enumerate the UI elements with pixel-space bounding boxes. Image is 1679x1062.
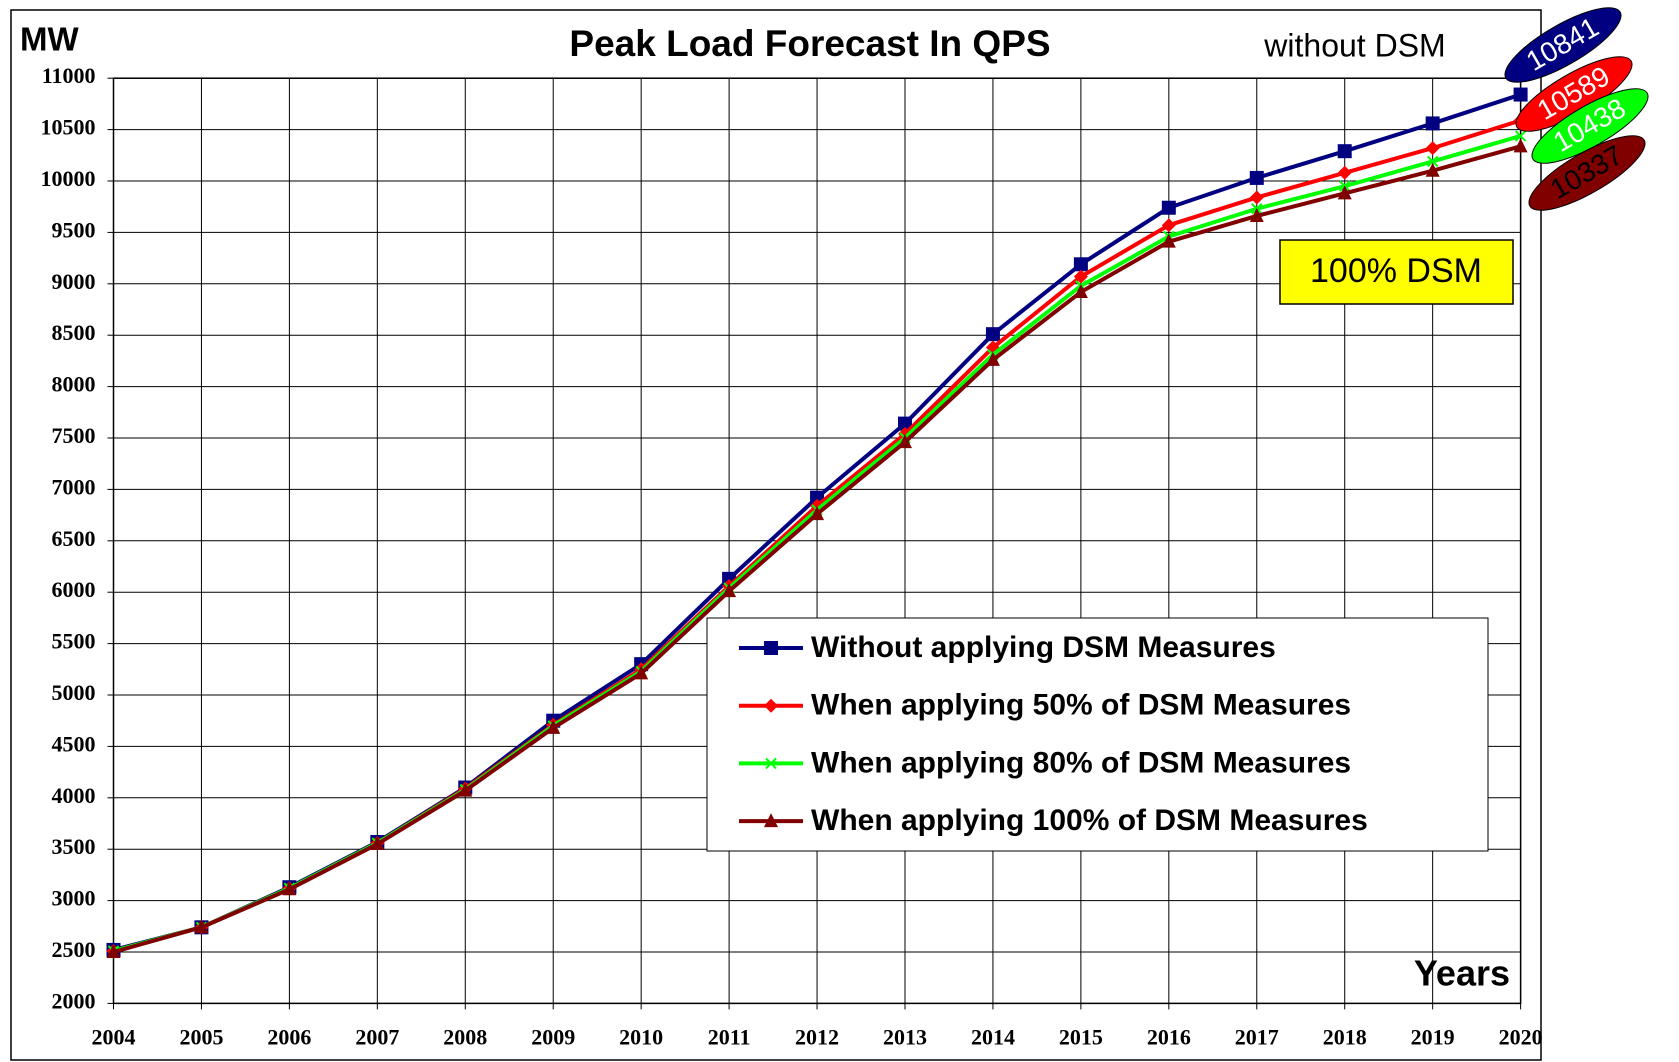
marker bbox=[1249, 207, 1264, 222]
marker bbox=[1513, 87, 1528, 102]
y-tick-label: 6500 bbox=[52, 526, 96, 551]
y-tick-label: 2500 bbox=[52, 937, 96, 962]
x-tick-label: 2004 bbox=[92, 1024, 136, 1049]
legend-box bbox=[706, 617, 1489, 852]
y-tick-label: 9500 bbox=[52, 217, 96, 242]
marker bbox=[897, 416, 912, 431]
data-label-bg bbox=[1531, 88, 1649, 164]
x-tick-label: 2010 bbox=[619, 1024, 663, 1049]
marker bbox=[194, 919, 209, 934]
y-tick-label: 8500 bbox=[52, 320, 96, 345]
y-tick-label: 9000 bbox=[52, 269, 96, 294]
marker bbox=[1425, 141, 1440, 156]
x-tick-label: 2012 bbox=[795, 1024, 839, 1049]
marker bbox=[370, 836, 385, 851]
marker bbox=[1249, 190, 1264, 205]
marker bbox=[1337, 185, 1352, 200]
marker bbox=[634, 665, 649, 680]
marker bbox=[765, 757, 777, 770]
x-tick-label: 2007 bbox=[355, 1024, 399, 1049]
marker bbox=[1073, 257, 1088, 272]
marker bbox=[810, 506, 825, 521]
y-tick-label: 2000 bbox=[52, 988, 96, 1013]
y-tick-label: 10500 bbox=[41, 115, 96, 140]
marker bbox=[1161, 233, 1176, 248]
marker bbox=[1161, 218, 1176, 233]
y-tick-label: 4500 bbox=[52, 731, 96, 756]
x-tick-label: 2005 bbox=[179, 1024, 223, 1049]
marker bbox=[1337, 165, 1352, 180]
y-tick-label: 6000 bbox=[52, 577, 96, 602]
y-tick-label: 10000 bbox=[41, 166, 96, 191]
legend-label: When applying 80% of DSM Measures bbox=[811, 746, 1351, 779]
marker bbox=[1513, 138, 1528, 153]
x-tick-label: 2017 bbox=[1235, 1024, 1279, 1049]
legend-label: Without applying DSM Measures bbox=[811, 631, 1276, 664]
marker bbox=[764, 813, 778, 828]
annotation: without DSM bbox=[1263, 27, 1445, 63]
plot: 2000 2500 3000 3500 4000 4500 5000 5500 6000 6500… bbox=[41, 63, 1543, 1049]
annotation: 100% DSM bbox=[1310, 252, 1482, 290]
x-tick-label: 2020 bbox=[1499, 1024, 1543, 1049]
legend: Without applying DSM Measures When applyi… bbox=[706, 617, 1489, 852]
marker bbox=[546, 719, 561, 734]
y-axis-label: MW bbox=[20, 21, 79, 58]
marker bbox=[106, 944, 121, 958]
x-tick-label: 2006 bbox=[267, 1024, 311, 1049]
x-tick-label: 2011 bbox=[708, 1024, 751, 1049]
annotation-bg bbox=[1245, 22, 1485, 74]
y-tick-label: 5500 bbox=[52, 629, 96, 654]
marker bbox=[985, 327, 1000, 342]
marker bbox=[1426, 155, 1439, 168]
y-tick-label: 5000 bbox=[52, 680, 96, 705]
x-tick-label: 2014 bbox=[971, 1024, 1015, 1049]
data-label-bg bbox=[1504, 7, 1622, 83]
y-tick-label: 3000 bbox=[52, 886, 96, 911]
marker bbox=[810, 498, 825, 513]
legend-label: When applying 100% of DSM Measures bbox=[811, 804, 1368, 837]
y-tick-label: 7500 bbox=[52, 423, 96, 448]
x-tick-label: 2009 bbox=[531, 1024, 575, 1049]
marker bbox=[1073, 269, 1088, 284]
x-tick-label: 2015 bbox=[1059, 1024, 1103, 1049]
legend-label: When applying 50% of DSM Measures bbox=[811, 689, 1351, 722]
marker bbox=[1514, 130, 1527, 142]
marker bbox=[897, 434, 912, 449]
x-tick-label: 2008 bbox=[443, 1024, 487, 1049]
marker bbox=[1161, 200, 1176, 215]
marker bbox=[985, 351, 1000, 366]
x-tick-label: 2013 bbox=[883, 1024, 927, 1049]
marker bbox=[1425, 162, 1440, 177]
annotation-box bbox=[1279, 239, 1514, 305]
x-tick-label: 2018 bbox=[1323, 1024, 1367, 1049]
x-axis-label: Years bbox=[1414, 953, 1510, 994]
marker bbox=[1337, 144, 1352, 159]
marker bbox=[764, 698, 778, 713]
data-label-bg bbox=[1528, 135, 1646, 211]
chart-title: Peak Load Forecast In QPS bbox=[569, 23, 1050, 64]
x-tick-label: 2016 bbox=[1147, 1024, 1191, 1049]
marker bbox=[1425, 116, 1440, 131]
marker bbox=[458, 782, 473, 797]
y-tick-label: 11000 bbox=[42, 63, 96, 88]
marker bbox=[764, 641, 778, 655]
y-tick-label: 3500 bbox=[52, 834, 96, 859]
marker bbox=[282, 881, 297, 896]
y-tick-label: 7000 bbox=[52, 474, 96, 499]
marker bbox=[722, 583, 737, 598]
x-tick-label: 2019 bbox=[1411, 1024, 1455, 1049]
marker bbox=[1073, 284, 1088, 299]
y-tick-label: 4000 bbox=[52, 783, 96, 808]
data-label-group: 10438 bbox=[1531, 88, 1649, 164]
marker bbox=[1249, 170, 1264, 185]
y-tick-label: 8000 bbox=[52, 372, 96, 397]
